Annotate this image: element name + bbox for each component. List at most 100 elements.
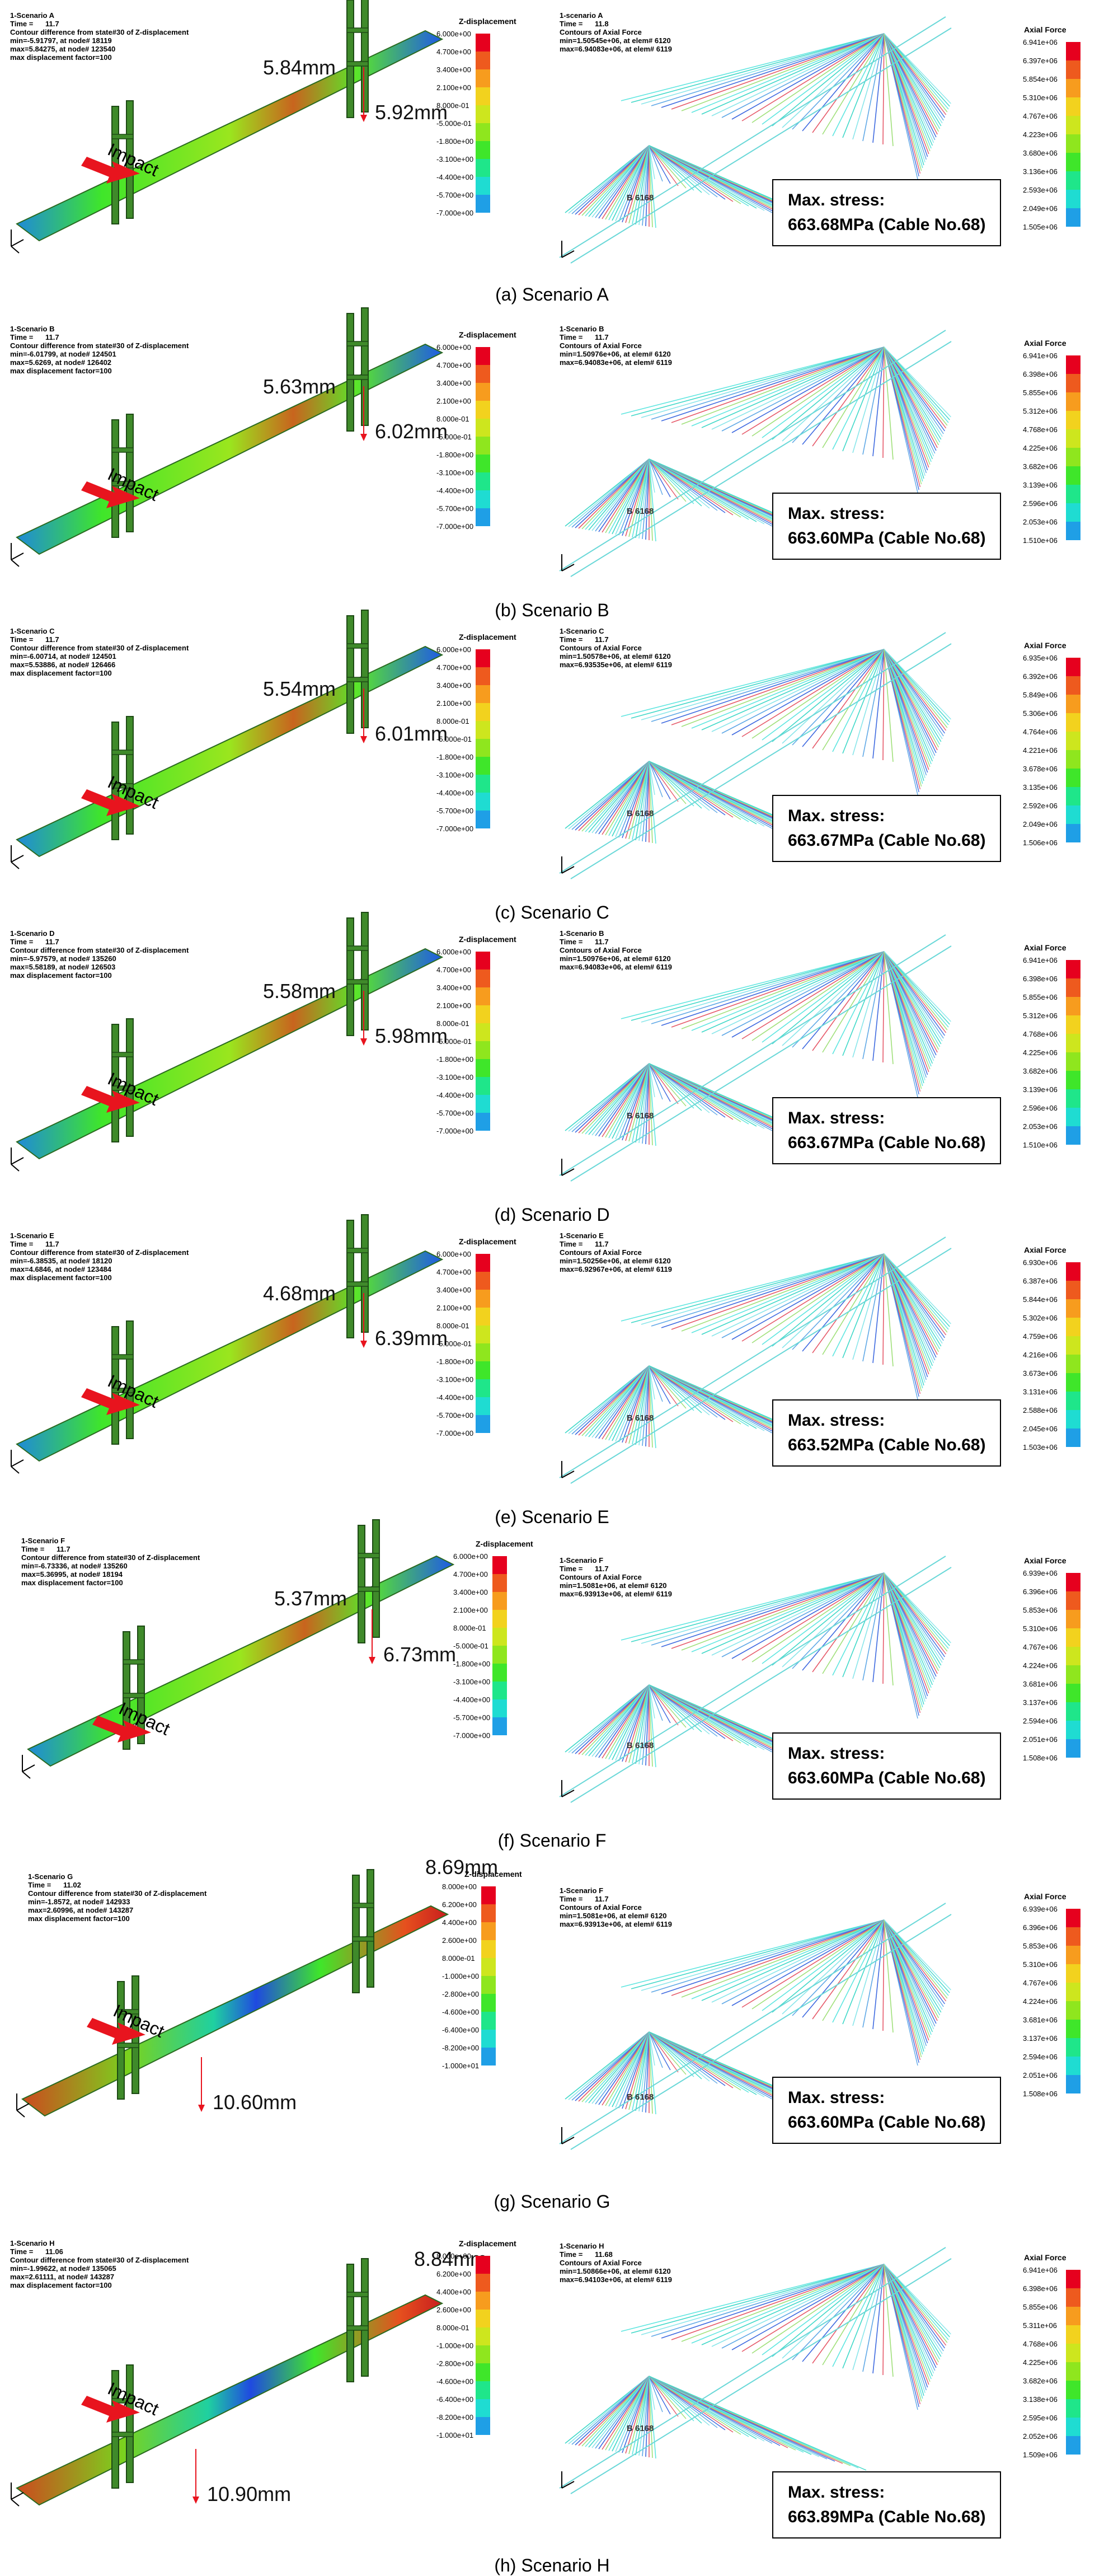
displacement-arrow [360,386,367,441]
zbar-tick: -1.000e+01 [436,2431,474,2439]
abar-tick: 2.588e+06 [1023,1406,1058,1415]
colorbar-swatch [1066,97,1080,116]
colorbar-swatch [1066,374,1080,392]
header-line: max=5.58189, at node# 126503 [10,963,116,971]
abar-tick: 3.139e+06 [1023,1085,1058,1094]
abar-tick: 1.510e+06 [1023,536,1058,545]
axial-force-header: 1-Scenario B Time = 11.7 Contours of Axial… [560,929,672,971]
abar-tick: 5.844e+06 [1023,1295,1058,1304]
zbar-tick: -4.600e+00 [436,2377,474,2386]
pylon [346,2258,369,2382]
colorbar-swatch [1066,116,1080,134]
colorbar-swatch [1066,429,1080,448]
abar-tick: 2.596e+06 [1023,1104,1058,1112]
abar-tick: 1.508e+06 [1023,1754,1058,1762]
displacement-arrow [360,689,367,743]
colorbar-swatch [476,1077,490,1095]
header-line: max=2.60996, at node# 143287 [28,1906,134,1914]
zbar-tick: -2.800e+00 [442,1990,480,1998]
header-line: 1-Scenario B [560,929,604,938]
max-stress-box: Max. stress: 663.60MPa (Cable No.68) [772,493,1002,560]
header-line: max=6.93535e+06, at elem# 6119 [560,661,672,669]
colorbar-swatch [476,455,490,472]
header-line: max=6.92967e+06, at elem# 6119 [560,1265,672,1273]
colorbar-swatch [476,34,490,51]
colorbar-swatch [1066,1721,1080,1739]
abar-tick: 4.225e+06 [1023,2358,1058,2367]
zbar-tick: 4.700e+00 [436,361,471,369]
abar-tick: 3.135e+06 [1023,783,1058,791]
header-line: min=1.5081e+06, at elem# 6120 [560,1581,667,1590]
colorbar-swatch [1066,1410,1080,1428]
colorbar-swatch [1066,2418,1080,2436]
z-colorbar [476,952,490,1131]
colorbar-swatch [1066,1089,1080,1108]
colorbar-swatch [1066,658,1080,676]
axial-force-header: 1-Scenario H Time = 11.68 Contours of Axia… [560,2242,672,2284]
axis-triad [561,1461,575,1478]
colorbar-swatch [476,757,490,775]
axis-triad [561,1159,575,1176]
element-label: B 6168 [627,1413,654,1423]
axial-colorbar [1066,1909,1080,2093]
zbar-tick: 3.400e+00 [436,1286,471,1294]
axis-triad [561,1780,575,1797]
abar-tick: 5.854e+06 [1023,75,1058,83]
colorbar-swatch [476,123,490,141]
header-line: Time = 11.7 [10,1240,59,1248]
header-line: Contour difference from state#30 of Z-di… [10,28,189,36]
deck-surface [16,948,444,1160]
abar-tick: 4.759e+06 [1023,1332,1058,1341]
colorbar-swatch [1066,1428,1080,1447]
abar-tick: 4.216e+06 [1023,1351,1058,1359]
abar-tick: 6.930e+06 [1023,1258,1058,1267]
colorbar-swatch [1066,171,1080,190]
max-stress-box: Max. stress: 663.68MPa (Cable No.68) [772,179,1002,246]
header-line: min=1.50976e+06, at elem# 6120 [560,350,671,358]
header-line: min=1.50578e+06, at elem# 6120 [560,652,671,661]
deck-contour-header: 1-Scenario H Time = 11.06 Contour differen… [10,2239,189,2289]
header-line: max displacement factor=100 [10,53,112,62]
axial-colorbar [1066,2270,1080,2455]
zbar-tick: -1.800e+00 [453,1660,491,1668]
colorbar-swatch [1066,750,1080,769]
colorbar-swatch [476,2327,490,2345]
axis-triad [11,845,24,869]
deck-contour-header: 1-Scenario E Time = 11.7 Contour differenc… [10,1231,189,1282]
header-line: 1-Scenario F [560,1556,604,1565]
displacement-label-2: 6.39mm [375,1327,448,1350]
axis-triad [561,2471,575,2489]
deck-contour-header: 1-Scenario D Time = 11.7 Contour differenc… [10,929,189,980]
zbar-tick: -4.400e+00 [436,789,474,797]
panel-caption: (c) Scenario C [495,902,609,922]
colorbar-swatch [492,1682,507,1699]
zbar-tick: 8.000e-01 [453,1624,486,1632]
abar-tick: 4.224e+06 [1023,1661,1058,1670]
colorbar-swatch [1066,695,1080,713]
abar-tick: 6.397e+06 [1023,57,1058,65]
header-line: 1-Scenario H [560,2242,604,2250]
zbar-tick: 4.700e+00 [436,966,471,974]
header-line: Time = 11.7 [560,635,609,644]
abar-tick: 6.935e+06 [1023,654,1058,662]
panel-caption: (b) Scenario B [495,600,609,620]
colorbar-swatch [481,1940,496,1958]
zbar-tick: 2.100e+00 [436,83,471,92]
colorbar-swatch [1066,1909,1080,1927]
zbar-tick: 2.600e+00 [442,1936,477,1945]
colorbar-swatch [476,1059,490,1077]
max-stress-value: 663.52MPa (Cable No.68) [788,1436,986,1454]
colorbar-swatch [481,1922,496,1940]
axis-triad [22,1755,35,1779]
colorbar-swatch [476,490,490,508]
colorbar-swatch [476,87,490,105]
zbar-tick: 2.100e+00 [436,1001,471,1010]
colorbar-swatch [476,1290,490,1308]
pylon [123,1626,145,1750]
header-line: Contour difference from state#30 of Z-di… [10,2256,189,2264]
abar-tick: 2.049e+06 [1023,204,1058,213]
abar-tick: 3.673e+06 [1023,1369,1058,1378]
colorbar-swatch [1066,805,1080,824]
colorbar-swatch [1066,42,1080,60]
deck-surface [16,343,444,555]
